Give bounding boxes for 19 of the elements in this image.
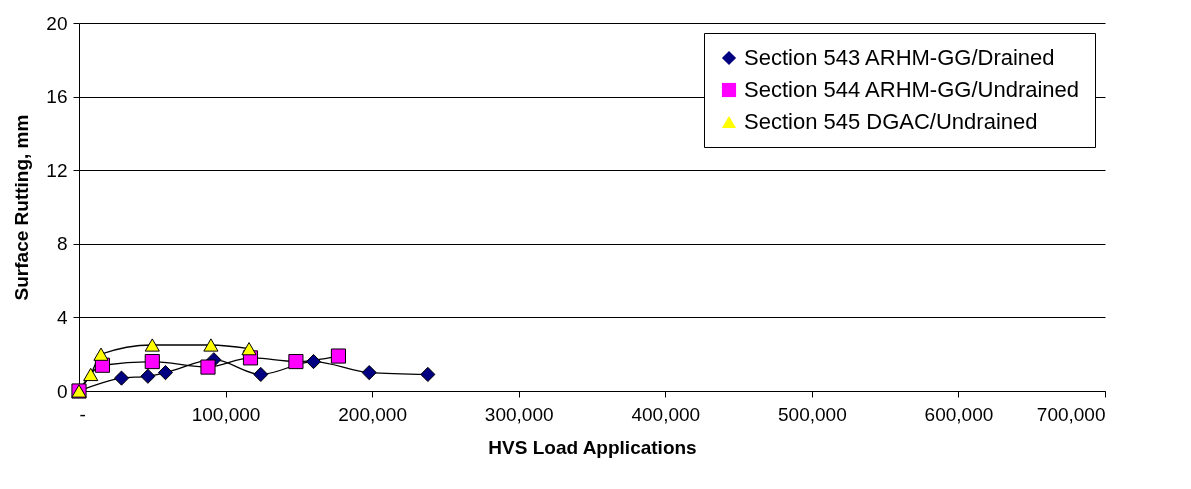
- x-tick-label: 600,000: [924, 403, 994, 425]
- legend-label: Section 543 ARHM-GG/Drained: [744, 45, 1055, 70]
- x-tick-label: 100,000: [191, 403, 261, 425]
- y-tick-label: 16: [46, 86, 68, 108]
- x-tick-label: 300,000: [484, 403, 554, 425]
- y-axis-title: Surface Rutting, mm: [11, 114, 33, 301]
- x-tick-label: 200,000: [338, 403, 407, 425]
- x-axis-title: HVS Load Applications: [488, 436, 697, 458]
- legend-label: Section 545 DGAC/Undrained: [744, 109, 1038, 134]
- y-tick-label: 20: [46, 12, 68, 34]
- y-tick-label: 4: [56, 306, 68, 328]
- legend-label: Section 544 ARHM-GG/Undrained: [744, 77, 1080, 102]
- x-tick-label: -: [79, 403, 86, 425]
- y-tick-label: 0: [56, 380, 68, 402]
- x-tick-label: 700,000: [1036, 403, 1106, 425]
- y-tick-label: 8: [56, 233, 68, 255]
- x-tick-label: 500,000: [778, 403, 847, 425]
- y-tick-label: 12: [46, 159, 68, 181]
- x-tick-label: 400,000: [631, 403, 701, 425]
